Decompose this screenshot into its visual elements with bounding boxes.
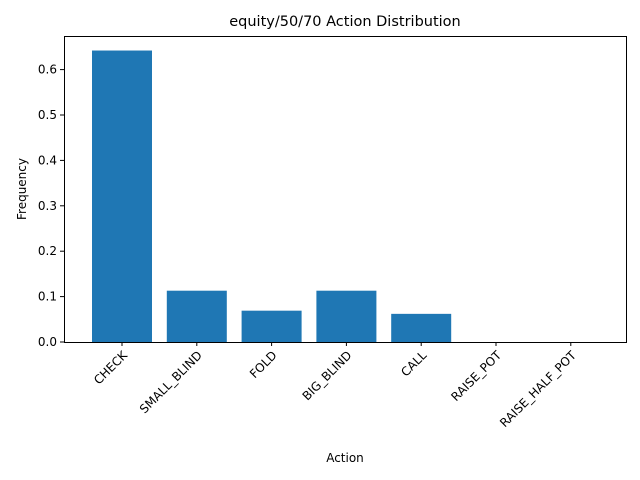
chart-title: equity/50/70 Action Distribution: [229, 14, 461, 30]
y-tick-label: 0.1: [38, 290, 57, 304]
x-tick-label: CHECK: [91, 347, 131, 387]
y-tick-label: 0.5: [38, 108, 57, 122]
x-tick-label: BIG_BLIND: [300, 348, 355, 403]
x-tick-label: SMALL_BLIND: [137, 348, 205, 416]
x-tick-label: FOLD: [247, 348, 280, 381]
y-tick-label: 0.2: [38, 244, 57, 258]
y-tick-label: 0.6: [38, 63, 57, 77]
y-axis-label: Frequency: [15, 158, 29, 220]
y-axis-ticks: 0.0 0.1 0.2 0.3 0.4 0.5 0.6: [38, 63, 64, 349]
bar-call: [391, 313, 452, 342]
bars-group: [92, 50, 452, 342]
x-tick-label: CALL: [398, 348, 429, 379]
x-tick-label: RAISE_POT: [448, 348, 504, 404]
bar-check: [92, 50, 152, 342]
bar-fold: [241, 310, 302, 342]
x-axis-ticks: CHECK SMALL_BLIND FOLD BIG_BLIND CALL RAISE_P…: [91, 342, 579, 430]
bar-big-blind: [316, 290, 377, 342]
x-tick-label: RAISE_HALF_POT: [497, 348, 579, 430]
bar-small-blind: [166, 290, 227, 342]
y-tick-label: 0.0: [38, 335, 57, 349]
y-tick-label: 0.3: [38, 199, 57, 213]
x-axis-label: Action: [326, 451, 364, 465]
y-tick-label: 0.4: [38, 153, 57, 167]
plot-frame: [64, 36, 627, 343]
